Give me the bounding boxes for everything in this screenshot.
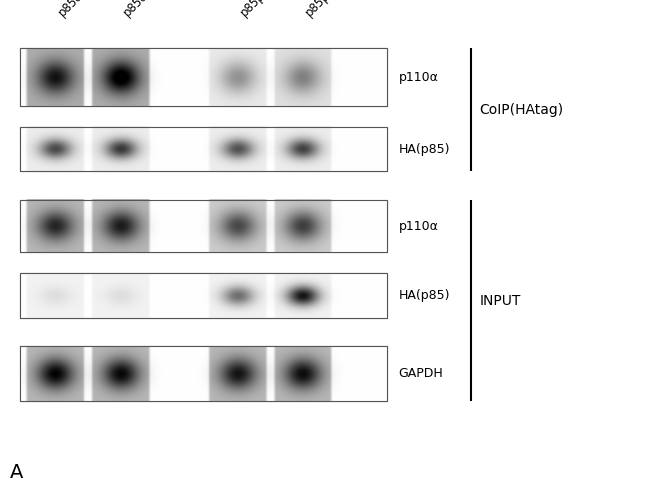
Bar bbox=[20, 273, 387, 318]
Text: p85α/βcSH2: p85α/βcSH2 bbox=[55, 0, 115, 19]
Bar bbox=[20, 200, 387, 252]
Bar bbox=[20, 49, 387, 105]
Bar bbox=[20, 273, 387, 318]
Text: CoIP(HAtag): CoIP(HAtag) bbox=[480, 103, 564, 117]
Bar bbox=[20, 200, 387, 252]
Bar bbox=[20, 127, 387, 171]
Text: GAPDH: GAPDH bbox=[398, 367, 443, 380]
Bar bbox=[20, 127, 387, 171]
Bar bbox=[20, 49, 387, 105]
Text: HA(p85): HA(p85) bbox=[398, 143, 450, 156]
Text: p85β: p85β bbox=[302, 0, 333, 19]
Text: p85α: p85α bbox=[120, 0, 151, 19]
Text: p110α: p110α bbox=[398, 71, 438, 83]
Bar bbox=[20, 346, 387, 401]
Text: A: A bbox=[10, 463, 23, 482]
Text: HA(p85): HA(p85) bbox=[398, 289, 450, 302]
Bar bbox=[20, 346, 387, 401]
Text: p110α: p110α bbox=[398, 220, 438, 233]
Text: p85β/acSH2: p85β/acSH2 bbox=[237, 0, 297, 19]
Text: INPUT: INPUT bbox=[480, 294, 521, 308]
